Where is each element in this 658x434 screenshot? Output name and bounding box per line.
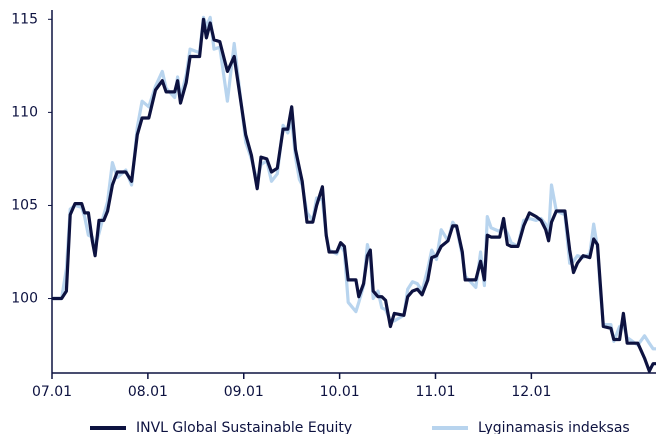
y-tick-label: 105 bbox=[11, 197, 38, 213]
x-tick-label: 08.01 bbox=[128, 384, 168, 400]
x-tick-label: 07.01 bbox=[32, 384, 72, 400]
y-tick-label: 110 bbox=[11, 104, 38, 120]
x-tick-label: 12.01 bbox=[511, 384, 551, 400]
x-tick-label: 09.01 bbox=[224, 384, 264, 400]
legend-label: INVL Global Sustainable Equity bbox=[136, 420, 352, 434]
x-tick-label: 10.01 bbox=[320, 384, 360, 400]
series-line bbox=[52, 15, 656, 351]
series-line bbox=[52, 17, 656, 373]
legend-label: Lyginamasis indeksas bbox=[478, 420, 630, 434]
x-tick-label: 11.01 bbox=[415, 384, 455, 400]
y-tick-label: 100 bbox=[11, 291, 38, 307]
y-tick-label: 115 bbox=[11, 11, 38, 27]
